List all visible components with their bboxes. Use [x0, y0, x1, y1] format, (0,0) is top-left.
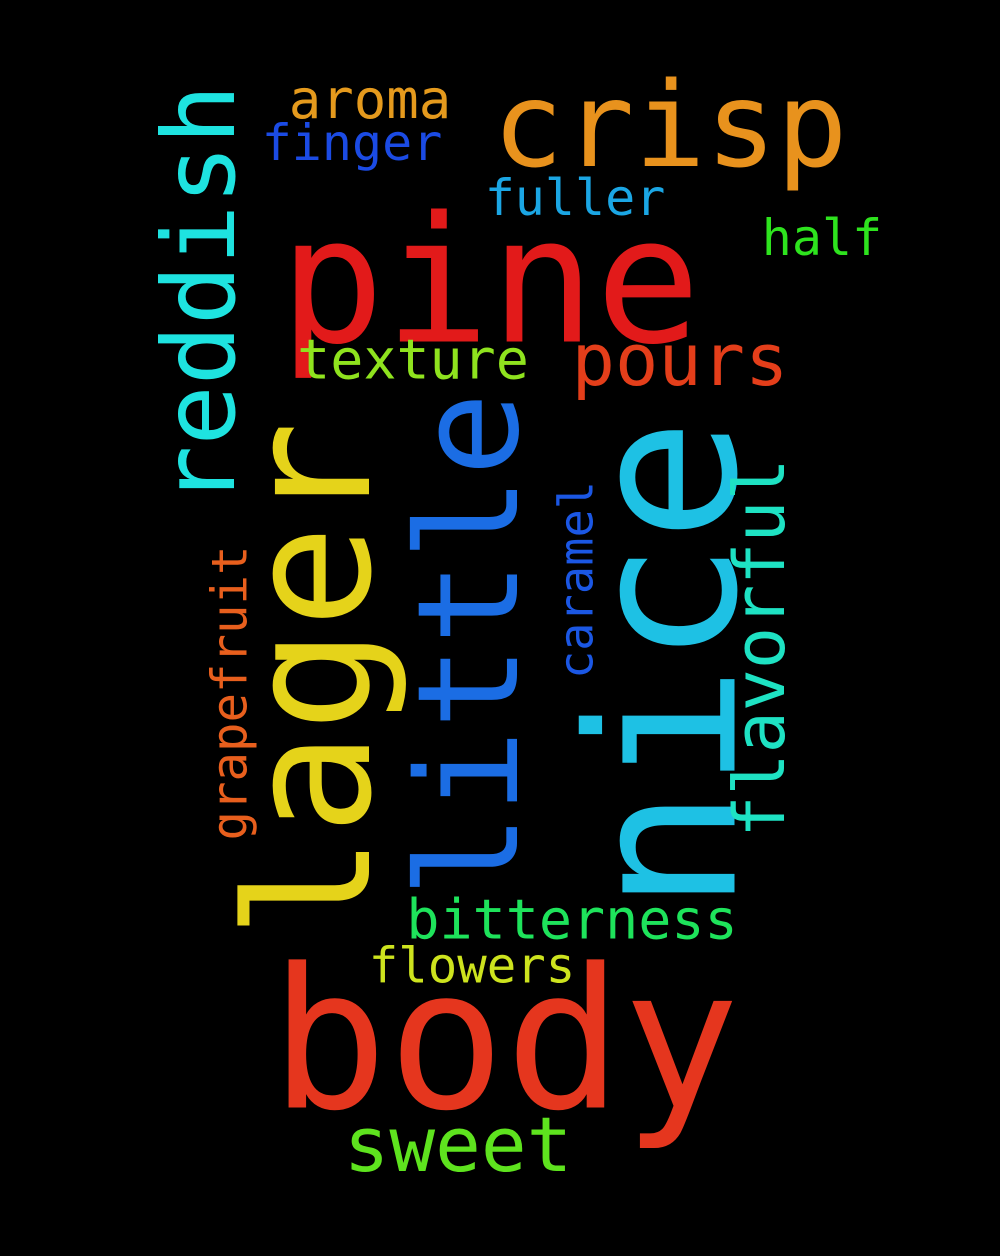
word-grapefruit: grapefruit — [201, 545, 259, 841]
word-sweet: sweet — [343, 1100, 573, 1189]
word-bitterness: bitterness — [406, 887, 738, 952]
word-aroma: aroma — [288, 68, 452, 131]
word-flavorful: flavorful — [719, 458, 801, 838]
word-body: body — [270, 926, 740, 1154]
word-reddish: reddish — [141, 84, 258, 506]
word-flowers: flowers — [368, 937, 576, 995]
word-crisp: crisp — [492, 56, 848, 194]
word-fuller: fuller — [484, 169, 666, 227]
word-half: half — [761, 209, 883, 267]
word-caramel: caramel — [549, 480, 605, 680]
word-pours: pours — [571, 318, 789, 402]
word-finger: finger — [261, 114, 443, 172]
word-pine: pine — [279, 180, 701, 384]
word-little: little — [388, 392, 551, 898]
word-texture: texture — [297, 327, 529, 392]
